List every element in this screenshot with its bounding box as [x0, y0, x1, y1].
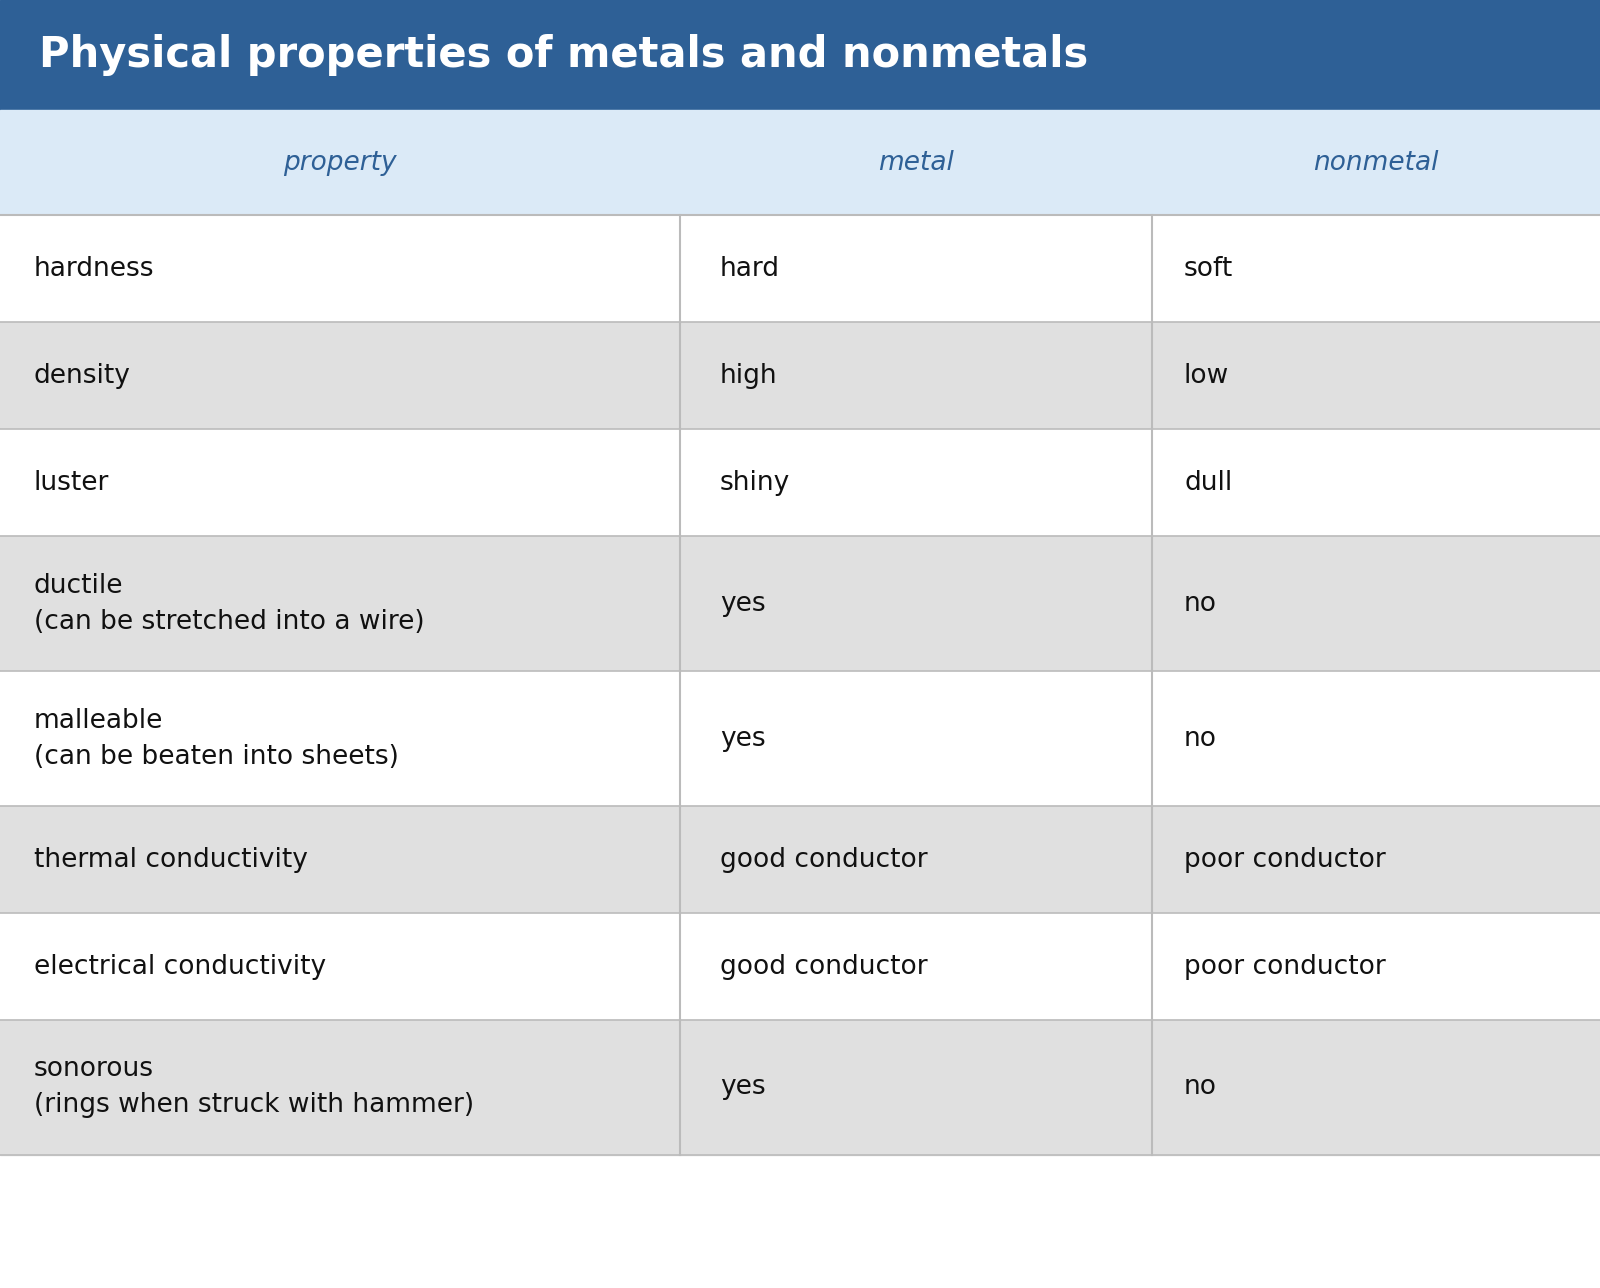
- Bar: [0, 536, 1600, 671]
- Bar: [0, 671, 1600, 806]
- Text: thermal conductivity: thermal conductivity: [34, 846, 307, 872]
- Text: no: no: [1184, 590, 1218, 617]
- Text: hardness: hardness: [34, 255, 154, 282]
- Bar: [0, 322, 1600, 429]
- Bar: [0, 109, 1600, 215]
- Text: luster: luster: [34, 470, 109, 496]
- Text: no: no: [1184, 725, 1218, 751]
- Text: hard: hard: [720, 255, 781, 282]
- Text: yes: yes: [720, 1074, 766, 1100]
- Text: low: low: [1184, 362, 1229, 389]
- Text: good conductor: good conductor: [720, 953, 928, 979]
- Text: ductile
(can be stretched into a wire): ductile (can be stretched into a wire): [34, 572, 424, 635]
- Text: poor conductor: poor conductor: [1184, 846, 1386, 872]
- Text: yes: yes: [720, 725, 766, 751]
- Text: yes: yes: [720, 590, 766, 617]
- Text: poor conductor: poor conductor: [1184, 953, 1386, 979]
- Text: nonmetal: nonmetal: [1314, 149, 1438, 175]
- Text: malleable
(can be beaten into sheets): malleable (can be beaten into sheets): [34, 707, 398, 769]
- Text: dull: dull: [1184, 470, 1232, 496]
- Bar: [0, 429, 1600, 536]
- Text: density: density: [34, 362, 131, 389]
- Text: sonorous
(rings when struck with hammer): sonorous (rings when struck with hammer): [34, 1056, 474, 1118]
- Bar: [0, 913, 1600, 1020]
- Text: shiny: shiny: [720, 470, 790, 496]
- Text: soft: soft: [1184, 255, 1234, 282]
- Text: Physical properties of metals and nonmetals: Physical properties of metals and nonmet…: [38, 33, 1088, 76]
- Bar: [0, 806, 1600, 913]
- Text: high: high: [720, 362, 778, 389]
- Bar: [0, 1020, 1600, 1155]
- Bar: [0, 215, 1600, 322]
- Text: property: property: [283, 149, 397, 175]
- Text: no: no: [1184, 1074, 1218, 1100]
- Bar: [0, 0, 1600, 109]
- Text: metal: metal: [878, 149, 954, 175]
- Text: electrical conductivity: electrical conductivity: [34, 953, 326, 979]
- Text: good conductor: good conductor: [720, 846, 928, 872]
